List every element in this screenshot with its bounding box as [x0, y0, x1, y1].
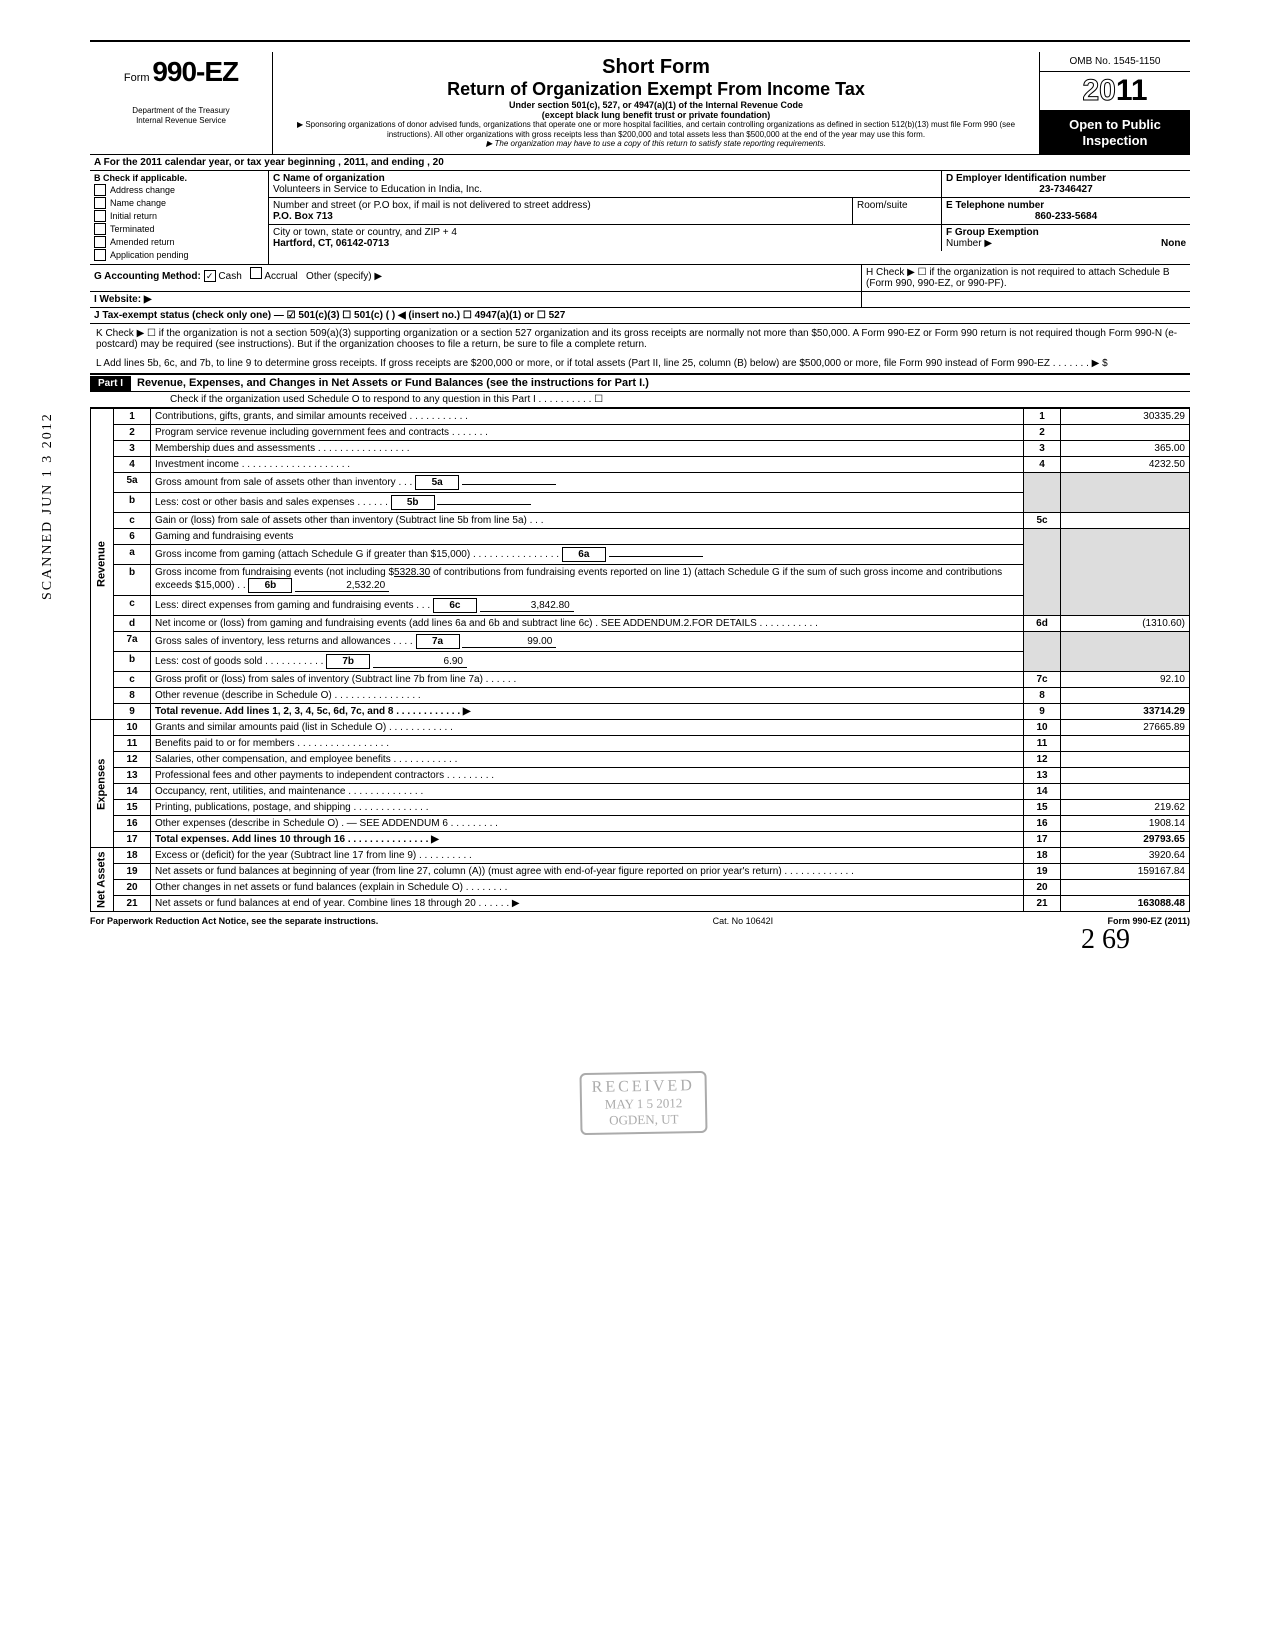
tax-year: 2011: [1040, 72, 1190, 111]
line-7a-amt: 99.00: [462, 636, 556, 648]
ein: 23-7346427: [946, 184, 1186, 195]
line-6d-amt: (1310.60): [1061, 616, 1190, 632]
section-i: I Website: ▶: [90, 292, 862, 307]
received-stamp: RECEIVED MAY 1 5 2012 OGDEN, UT: [579, 1071, 707, 1135]
line-4-desc: Investment income . . . . . . . . . . . …: [151, 457, 1024, 473]
scanned-stamp: SCANNED JUN 1 3 2012: [40, 412, 56, 600]
subhead-2: (except black lung benefit trust or priv…: [283, 110, 1029, 120]
netassets-side-label: Net Assets: [91, 848, 114, 912]
line-15-amt: 219.62: [1061, 800, 1190, 816]
checkbox-pending[interactable]: [94, 249, 106, 261]
subhead-1: Under section 501(c), 527, or 4947(a)(1)…: [283, 100, 1029, 110]
line-21-amt: 163088.48: [1061, 896, 1190, 912]
group-number-label: Number ▶: [946, 238, 992, 249]
line-2-desc: Program service revenue including govern…: [151, 425, 1024, 441]
city-label: City or town, state or country, and ZIP …: [273, 227, 457, 238]
line-3-amt: 365.00: [1061, 441, 1190, 457]
open-to-public: Open to Public Inspection: [1040, 111, 1190, 154]
part1-label: Part I: [90, 376, 131, 391]
handwritten-note: 2 69: [1081, 924, 1130, 956]
checkbox-cash[interactable]: ✓: [204, 270, 216, 282]
part1-title: Revenue, Expenses, and Changes in Net As…: [131, 375, 655, 391]
line-17-amt: 29793.65: [1061, 832, 1190, 848]
group-exemption-value: None: [1161, 238, 1186, 249]
section-b-label: B Check if applicable.: [94, 173, 264, 183]
line-10-amt: 27665.89: [1061, 720, 1190, 736]
lines-table: Revenue 1Contributions, gifts, grants, a…: [90, 408, 1190, 912]
checkbox-amended[interactable]: [94, 236, 106, 248]
addr-label: Number and street (or P.O box, if mail i…: [273, 200, 591, 211]
form-number: 990-EZ: [152, 56, 238, 87]
line-19-amt: 159167.84: [1061, 864, 1190, 880]
section-e-label: E Telephone number: [946, 200, 1044, 211]
line-3-desc: Membership dues and assessments . . . . …: [151, 441, 1024, 457]
line-a: A For the 2011 calendar year, or tax yea…: [90, 155, 1190, 170]
line-18-amt: 3920.64: [1061, 848, 1190, 864]
dept-treasury: Department of the Treasury: [96, 106, 266, 116]
line-4-amt: 4232.50: [1061, 457, 1190, 473]
omb-number: OMB No. 1545-1150: [1040, 52, 1190, 72]
short-form-label: Short Form: [283, 56, 1029, 79]
line-6b-contrib: 5328.30: [394, 567, 430, 578]
part1-check-line: Check if the organization used Schedule …: [90, 392, 1190, 408]
footer-left: For Paperwork Reduction Act Notice, see …: [90, 916, 378, 926]
sponsor-note: ▶ Sponsoring organizations of donor advi…: [283, 120, 1029, 139]
revenue-side-label: Revenue: [91, 409, 114, 720]
checkbox-initial-return[interactable]: [94, 210, 106, 222]
line-7c-amt: 92.10: [1061, 672, 1190, 688]
form-header: Form 990-EZ Department of the Treasury I…: [90, 52, 1190, 155]
section-h: H Check ▶ ☐ if the organization is not r…: [862, 265, 1190, 291]
org-name: Volunteers in Service to Education in In…: [273, 184, 482, 195]
street: P.O. Box 713: [273, 211, 333, 222]
line-1-amt: 30335.29: [1061, 409, 1190, 425]
checkbox-name-change[interactable]: [94, 197, 106, 209]
footer-mid: Cat. No 10642I: [713, 916, 774, 926]
dept-irs: Internal Revenue Service: [96, 116, 266, 126]
city: Hartford, CT, 06142-0713: [273, 238, 389, 249]
section-c-label: C Name of organization: [273, 173, 385, 184]
line-9-amt: 33714.29: [1061, 704, 1190, 720]
line-7b-amt: 6.90: [373, 656, 467, 668]
room-suite-label: Room/suite: [853, 198, 942, 224]
phone: 860-233-5684: [946, 211, 1186, 222]
section-j: J Tax-exempt status (check only one) — ☑…: [90, 308, 1190, 323]
return-title: Return of Organization Exempt From Incom…: [283, 79, 1029, 100]
section-l: L Add lines 5b, 6c, and 7b, to line 9 to…: [90, 354, 1190, 374]
section-d-label: D Employer Identification number: [946, 173, 1106, 184]
checkbox-terminated[interactable]: [94, 223, 106, 235]
section-g-label: G Accounting Method:: [94, 271, 201, 282]
form-label: Form: [124, 72, 150, 84]
line-16-amt: 1908.14: [1061, 816, 1190, 832]
checkbox-address-change[interactable]: [94, 184, 106, 196]
expenses-side-label: Expenses: [91, 720, 114, 848]
copy-note: ▶ The organization may have to use a cop…: [283, 139, 1029, 149]
line-6b-amt: 2,532.20: [295, 580, 389, 592]
line-1-desc: Contributions, gifts, grants, and simila…: [151, 409, 1024, 425]
checkbox-accrual[interactable]: [250, 267, 262, 279]
line-6c-amt: 3,842.80: [480, 600, 574, 612]
section-f-label: F Group Exemption: [946, 227, 1039, 238]
section-k: K Check ▶ ☐ if the organization is not a…: [90, 324, 1190, 354]
